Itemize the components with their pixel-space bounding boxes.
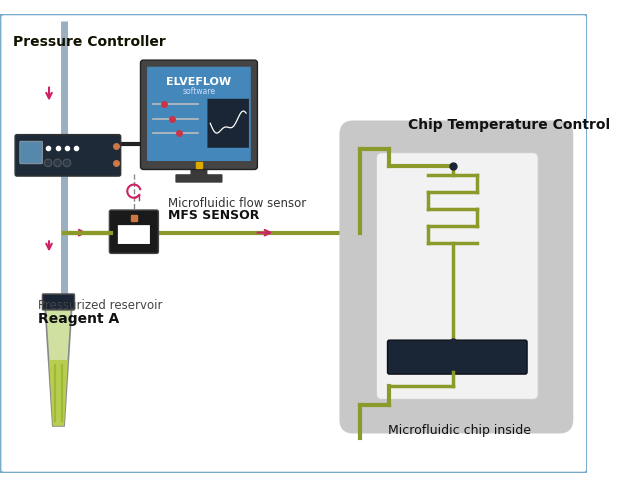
Text: Pressurized reservoir: Pressurized reservoir [38,299,162,312]
FancyBboxPatch shape [207,99,249,148]
Text: MFS SENSOR: MFS SENSOR [168,209,259,222]
Text: ELVEFLOW: ELVEFLOW [166,77,232,87]
FancyBboxPatch shape [388,340,527,374]
FancyBboxPatch shape [340,120,573,433]
Circle shape [54,159,61,167]
FancyBboxPatch shape [147,67,251,161]
FancyBboxPatch shape [191,167,207,176]
Text: Reagent A: Reagent A [38,312,119,326]
FancyBboxPatch shape [20,141,42,164]
FancyBboxPatch shape [141,60,257,169]
FancyBboxPatch shape [0,14,587,473]
Text: software: software [183,87,216,96]
FancyBboxPatch shape [42,294,75,310]
FancyBboxPatch shape [15,134,121,176]
Text: Microfluidic flow sensor: Microfluidic flow sensor [168,197,306,210]
Text: Chip Temperature Control: Chip Temperature Control [408,118,610,131]
FancyBboxPatch shape [175,174,222,183]
Text: Pressure Controller: Pressure Controller [13,35,166,49]
Polygon shape [49,360,68,426]
FancyBboxPatch shape [110,210,158,253]
Circle shape [63,159,71,167]
Circle shape [44,159,52,167]
Polygon shape [45,308,72,426]
FancyBboxPatch shape [118,225,150,244]
FancyBboxPatch shape [376,152,538,399]
Text: Microfluidic chip inside: Microfluidic chip inside [388,424,531,437]
